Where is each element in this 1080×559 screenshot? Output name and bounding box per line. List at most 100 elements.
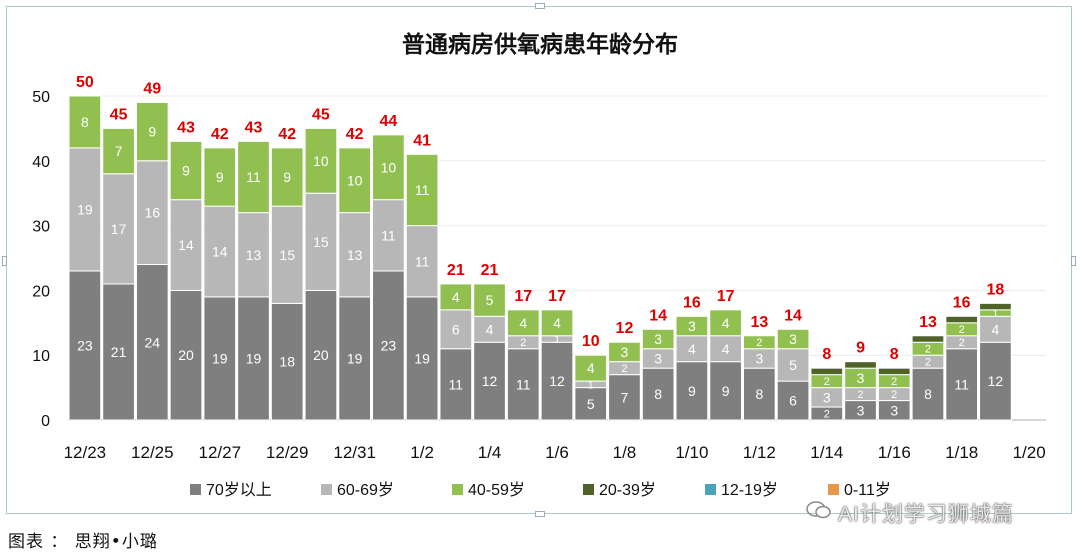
segment-value-label: 16	[145, 205, 161, 221]
legend: 70岁以上 60-69岁 40-59岁 20-39岁 12-19岁 0-11岁	[190, 481, 891, 499]
bar-total-label: 21	[481, 262, 499, 279]
segment-value-label: 3	[654, 350, 662, 366]
segment-value-label: 2	[520, 337, 526, 349]
segment-value-label: 1	[992, 308, 998, 320]
bar-segment	[945, 315, 979, 324]
bar-total-label: 44	[379, 113, 397, 130]
bar-segment	[945, 348, 979, 421]
resize-handle-left[interactable]	[2, 256, 7, 266]
bar-segment	[304, 127, 338, 194]
bar-segment	[439, 283, 473, 311]
segment-value-label: 19	[414, 350, 430, 366]
x-tick-label: 1/18	[945, 443, 978, 462]
watermark: AI计划学习狮城篇	[838, 503, 1014, 526]
segment-value-label: 10	[381, 159, 397, 175]
segment-value-label: 11	[516, 376, 531, 392]
segment-value-label: 11	[415, 253, 430, 269]
segment-value-label: 19	[77, 201, 93, 217]
segment-value-label: 1	[588, 379, 594, 391]
x-tick-label: 1/16	[878, 443, 911, 462]
bars-group: 2319850211774524169492014943191494219131…	[68, 74, 1012, 421]
bar-segment	[237, 140, 270, 214]
bar-segment	[844, 361, 877, 369]
segment-value-label: 3	[857, 402, 865, 418]
segment-value-label: 4	[722, 315, 730, 331]
segment-value-label: 3	[823, 389, 831, 405]
bar-segment	[338, 212, 372, 298]
bar-total-label: 14	[649, 307, 667, 324]
bar-total-label: 42	[346, 126, 364, 143]
bar-segment	[675, 315, 709, 337]
bar-segment	[372, 199, 405, 272]
bar-total-label: 42	[211, 126, 229, 143]
bar-total-label: 43	[177, 119, 195, 136]
segment-value-label: 21	[111, 344, 127, 360]
segment-value-label: 5	[789, 357, 797, 373]
segment-value-label: 23	[381, 338, 397, 354]
bar-segment	[877, 367, 911, 376]
segment-value-label: 2	[891, 389, 897, 401]
bar-segment	[979, 341, 1012, 421]
legend-label: 20-39岁	[599, 481, 656, 499]
bar-total-label: 21	[447, 262, 465, 279]
bar-segment	[68, 95, 102, 149]
bar-total-label: 16	[953, 294, 971, 311]
bar-segment	[742, 335, 776, 350]
legend-label: 70岁以上	[206, 481, 272, 499]
bar-segment	[102, 283, 135, 421]
segment-value-label: 17	[111, 221, 127, 237]
segment-value-label: 9	[688, 383, 696, 399]
x-tick-label: 1/12	[743, 443, 776, 462]
segment-value-label: 3	[688, 318, 696, 334]
x-tick-label: 12/27	[198, 443, 241, 462]
bar-segment	[709, 309, 742, 337]
segment-value-label: 4	[587, 360, 595, 376]
x-tick-label: 12/23	[64, 443, 107, 462]
segment-value-label: 8	[81, 114, 89, 130]
segment-value-label: 9	[216, 169, 224, 185]
bar-segment	[540, 309, 574, 337]
segment-value-label: 9	[148, 124, 156, 140]
bar-segment	[675, 335, 709, 363]
bar-segment	[102, 127, 135, 175]
x-tick-label: 1/14	[810, 443, 843, 462]
bar-segment	[169, 140, 203, 201]
x-tick-label: 12/31	[333, 443, 376, 462]
segment-value-label: 15	[279, 247, 295, 263]
bar-segment	[237, 296, 270, 421]
segment-value-label: 6	[452, 321, 460, 337]
bar-segment	[776, 380, 810, 421]
bar-segment	[304, 289, 338, 421]
y-tick-label: 50	[32, 89, 50, 106]
segment-value-label: 3	[789, 331, 797, 347]
bar-total-label: 49	[143, 80, 161, 97]
chart-title: 普通病房供氧病患年龄分布	[402, 31, 678, 58]
resize-handle-bottom[interactable]	[535, 511, 545, 517]
bar-total-label: 14	[784, 307, 802, 324]
chart-caption: 图表 ： 思翔•小璐	[8, 532, 158, 552]
bar-segment	[709, 335, 742, 363]
segment-value-label: 11	[381, 227, 396, 243]
bar-total-label: 43	[245, 119, 263, 136]
segment-value-label: 11	[449, 376, 464, 392]
bar-segment	[405, 225, 439, 298]
wechat-icon	[806, 501, 831, 519]
bar-segment	[135, 263, 169, 421]
bar-segment	[68, 147, 102, 272]
segment-value-label: 23	[77, 338, 93, 354]
bar-segment	[776, 348, 810, 382]
y-tick-label: 40	[32, 154, 50, 171]
segment-value-label: 9	[182, 163, 190, 179]
bar-total-label: 17	[514, 288, 532, 305]
bar-segment	[473, 283, 506, 317]
bar-segment	[608, 374, 641, 421]
resize-handle-top[interactable]	[535, 3, 545, 9]
bar-segment	[911, 335, 945, 343]
segment-value-label: 4	[722, 341, 730, 357]
bar-segment	[776, 328, 810, 350]
legend-swatch	[705, 484, 716, 495]
bar-segment	[270, 205, 304, 304]
bar-total-label: 17	[717, 288, 735, 305]
segment-value-label: 15	[313, 234, 329, 250]
resize-handle-right[interactable]	[1071, 256, 1076, 266]
